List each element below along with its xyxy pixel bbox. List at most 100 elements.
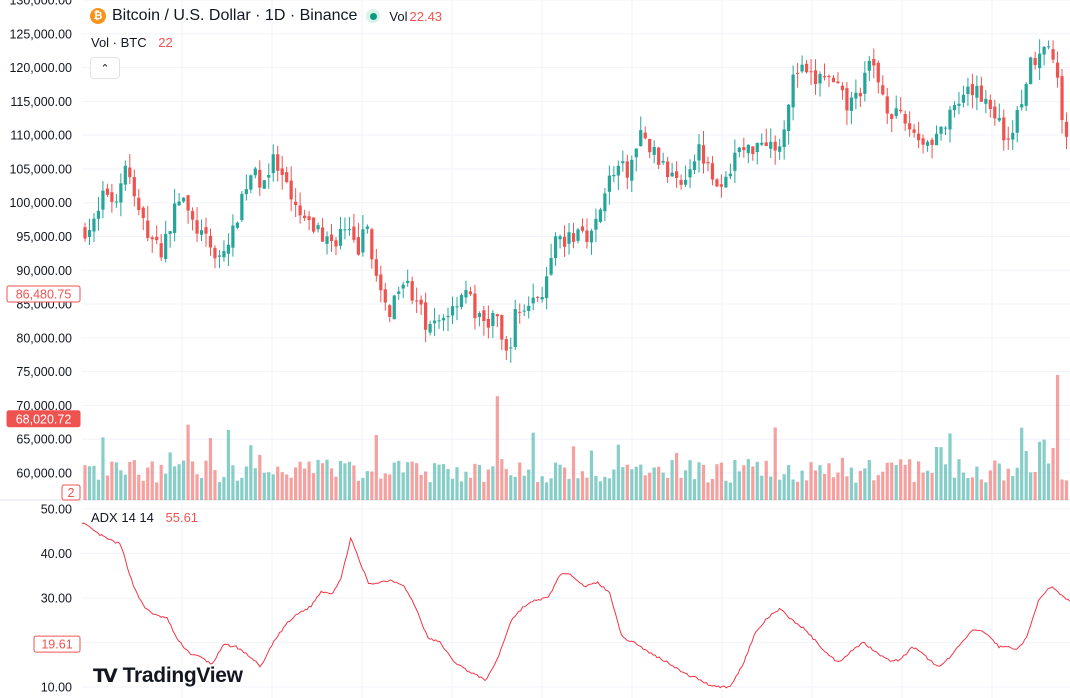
candle-body — [235, 222, 239, 228]
volume-bar — [562, 467, 567, 500]
candle-body — [190, 211, 195, 220]
candle-body — [818, 73, 822, 84]
candle-body — [809, 71, 813, 73]
volume-bar — [213, 470, 217, 500]
volume-bar — [240, 477, 244, 500]
candle-body — [1015, 109, 1019, 133]
volume-bar — [917, 461, 921, 500]
volume-bar — [715, 464, 719, 500]
candle-body — [773, 141, 777, 151]
current-price-tag-text: 68,020.72 — [16, 412, 72, 426]
volume-bar — [401, 472, 405, 500]
volume-bar — [428, 482, 432, 500]
candle-body — [616, 165, 620, 176]
volume-bar — [710, 478, 715, 500]
candle-body — [970, 84, 975, 96]
candle-body — [787, 104, 791, 131]
candle-body — [208, 235, 213, 248]
candle-body — [468, 291, 473, 295]
candle-body — [536, 296, 540, 298]
candle-body — [688, 169, 692, 178]
candle-body — [101, 190, 105, 210]
volume-bar — [603, 476, 607, 500]
volume-bar — [150, 461, 154, 500]
candle-body — [925, 141, 930, 146]
adx-legend[interactable]: ADX 14 14 55.61 — [91, 510, 198, 525]
candle-body — [652, 146, 656, 155]
volume-bar — [325, 459, 329, 500]
candle-body — [262, 180, 266, 189]
candle-body — [899, 109, 903, 112]
volume-bar — [249, 445, 253, 500]
collapse-legend-button[interactable]: ⌃ — [90, 57, 120, 79]
volume-bar — [164, 473, 168, 500]
candle-body — [231, 225, 235, 248]
volume-bar — [778, 479, 782, 500]
volume-bar — [576, 478, 580, 500]
candle-body — [329, 234, 334, 242]
volume-bar — [594, 476, 598, 500]
candle-body — [500, 315, 504, 340]
candle-body — [706, 161, 710, 164]
candle-body — [831, 77, 836, 83]
volume-bar — [567, 478, 571, 500]
volume-bar — [258, 454, 262, 500]
candle-body — [589, 230, 594, 243]
volume-bar — [872, 480, 876, 500]
volume-bar — [450, 478, 455, 500]
candle-body — [316, 225, 320, 230]
volume-bar — [760, 475, 764, 500]
volume-bar — [674, 452, 679, 500]
candle-body — [934, 133, 939, 146]
volume-bar — [1064, 480, 1069, 500]
current-price-tag: 68,020.72 — [6, 410, 81, 428]
volume-bar — [410, 461, 414, 500]
tradingview-mark-icon: TV — [93, 665, 118, 687]
candle-body — [352, 226, 356, 240]
price-axis-tick: 65,000.00 — [16, 433, 72, 447]
volume-bar — [894, 465, 898, 500]
volume-legend[interactable]: Vol · BTC 22 — [91, 35, 173, 50]
volume-bar — [692, 479, 697, 500]
candle-body — [199, 230, 204, 235]
volume-bar — [155, 482, 159, 500]
volume-bar — [146, 467, 150, 500]
volume-bar — [585, 477, 589, 500]
volume-bar — [235, 480, 239, 500]
candle-body — [141, 207, 145, 219]
volume-bar — [742, 465, 746, 500]
candle-body — [836, 81, 840, 84]
candle-body — [822, 76, 827, 78]
candle-body — [562, 236, 567, 247]
adx-value-tag-box — [33, 635, 81, 653]
volume-bar — [527, 469, 531, 500]
volume-bar — [495, 396, 499, 500]
candle-body — [123, 165, 127, 185]
candle-body — [979, 85, 983, 102]
tradingview-logo[interactable]: TV TradingView — [93, 664, 243, 688]
candle-body — [1038, 53, 1042, 69]
candle-body — [428, 324, 432, 333]
volume-bar — [648, 472, 652, 500]
candle-body — [683, 179, 688, 185]
volume-bar — [948, 433, 952, 500]
candle-body — [760, 142, 764, 145]
candle-body — [876, 62, 880, 83]
candle-body — [975, 85, 979, 98]
candle-body — [455, 306, 459, 308]
volume-bar — [356, 480, 361, 500]
candle-body — [1064, 121, 1069, 137]
volume-bar — [589, 450, 594, 500]
volume-bar — [123, 474, 127, 500]
candle-body — [446, 315, 450, 318]
candle-body — [522, 310, 526, 312]
candle-body — [585, 230, 589, 243]
volume-bar — [724, 480, 728, 500]
symbol-title[interactable]: Bitcoin / U.S. Dollar · 1D · Binance — [112, 7, 358, 24]
candle-body — [495, 314, 499, 317]
volume-bar — [1015, 467, 1019, 500]
volume-bar — [128, 461, 132, 500]
candle-body — [692, 161, 697, 170]
candle-body — [294, 201, 298, 206]
